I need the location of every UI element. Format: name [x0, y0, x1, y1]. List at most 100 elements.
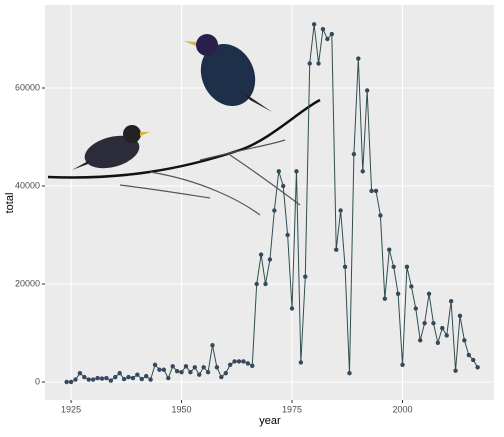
point: [139, 376, 144, 382]
point: [457, 313, 463, 319]
point: [232, 359, 237, 364]
point: [104, 375, 109, 381]
point: [161, 367, 167, 372]
panel: [45, 5, 494, 400]
point: [356, 56, 361, 61]
plot: [64, 22, 480, 385]
point: [183, 364, 189, 369]
point: [351, 151, 357, 157]
point: [440, 325, 445, 331]
point: [444, 333, 449, 338]
point: [360, 169, 365, 174]
point: [73, 377, 78, 382]
x-tick-label: 2000: [393, 404, 413, 414]
point: [338, 208, 343, 213]
point: [126, 374, 131, 380]
y-tick-label: 20000: [15, 278, 40, 288]
point: [325, 36, 330, 42]
point: [307, 61, 312, 66]
point: [369, 188, 374, 194]
point: [320, 27, 326, 32]
point: [311, 22, 317, 27]
point: [157, 367, 162, 372]
point: [272, 208, 277, 213]
point: [364, 88, 370, 93]
point: [404, 264, 410, 270]
point: [223, 370, 228, 376]
point: [276, 169, 281, 174]
grid: [45, 5, 494, 400]
point: [68, 379, 74, 385]
point: [245, 361, 251, 366]
point: [285, 232, 290, 238]
point: [298, 360, 304, 365]
point: [152, 362, 158, 368]
point: [400, 362, 405, 368]
point: [329, 31, 335, 37]
point: [453, 368, 458, 373]
point: [462, 338, 467, 343]
point: [77, 370, 83, 376]
point: [214, 365, 220, 370]
point: [303, 274, 308, 279]
y-tick-label: 40000: [15, 180, 40, 190]
point: [431, 321, 436, 326]
point: [64, 379, 69, 385]
x-tick-label: 1975: [282, 404, 302, 414]
point: [378, 213, 383, 218]
point: [316, 61, 321, 66]
point: [382, 296, 388, 301]
point: [475, 365, 480, 370]
point: [391, 264, 396, 270]
point: [347, 370, 352, 376]
point: [179, 370, 184, 375]
point: [227, 362, 233, 368]
point: [435, 340, 441, 346]
point: [197, 372, 202, 377]
point: [280, 183, 286, 189]
point: [210, 343, 215, 348]
point: [86, 377, 91, 382]
point: [192, 365, 198, 370]
point: [373, 188, 379, 194]
point: [413, 306, 418, 311]
point: [289, 306, 295, 311]
point: [254, 281, 259, 287]
point: [82, 374, 87, 380]
point: [108, 378, 114, 383]
x-tick-label: 1950: [172, 404, 192, 414]
point: [201, 365, 206, 370]
point: [117, 370, 122, 376]
point: [417, 338, 423, 343]
y-tick-label: 0: [35, 376, 40, 386]
point: [426, 291, 432, 297]
point: [409, 284, 414, 289]
point: [90, 377, 96, 382]
point: [294, 169, 299, 174]
point: [135, 372, 140, 377]
point: [395, 291, 401, 297]
bird-illustration: [47, 34, 321, 216]
point: [99, 376, 105, 381]
x-tick-label: 1925: [61, 404, 81, 414]
point: [267, 257, 273, 262]
point: [258, 252, 264, 257]
point: [144, 373, 149, 379]
point: [263, 281, 268, 287]
point: [422, 321, 427, 326]
point: [236, 359, 242, 364]
point: [387, 247, 392, 252]
point: [448, 298, 454, 304]
y-tick-label: 60000: [15, 82, 40, 92]
point: [471, 357, 476, 363]
y-axis-title: total: [4, 193, 16, 214]
point: [241, 359, 246, 364]
point: [121, 376, 127, 382]
point: [466, 352, 472, 358]
point: [170, 364, 175, 369]
point: [166, 375, 171, 381]
point: [250, 363, 255, 369]
point: [205, 370, 211, 375]
point: [113, 374, 118, 380]
